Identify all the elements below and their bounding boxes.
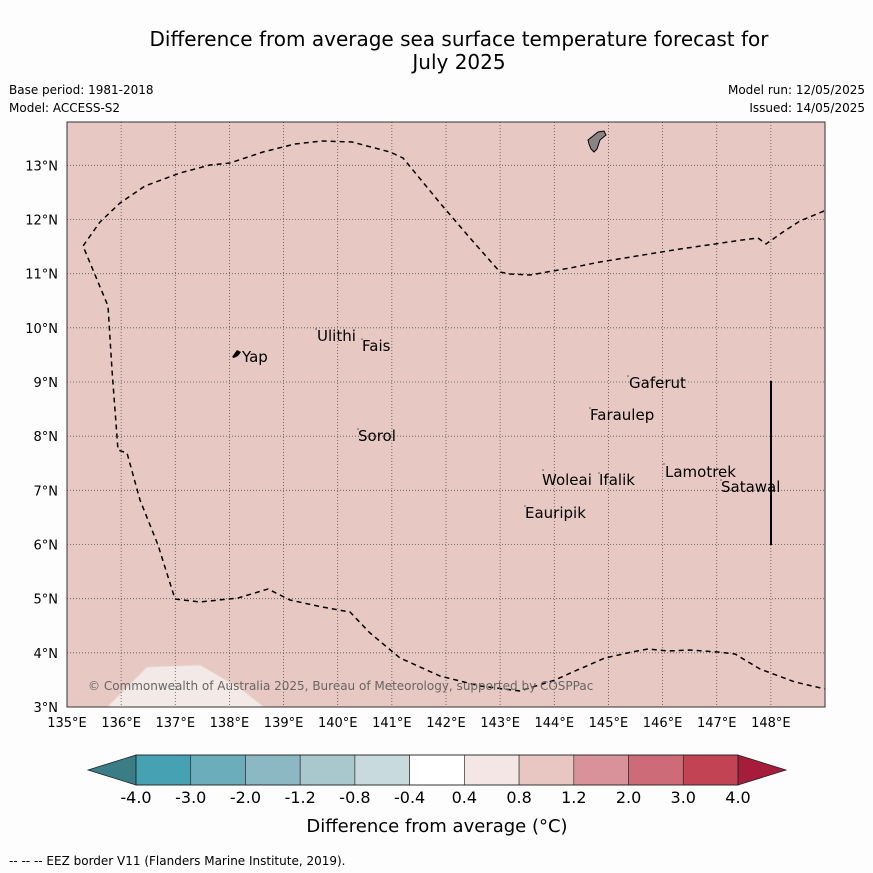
colorbar-segment [518, 754, 575, 786]
colorbar-segment [409, 754, 465, 786]
colorbar-tick-label: 3.0 [671, 788, 696, 807]
faraulep-marker [589, 407, 591, 409]
lat-tick-label: 12°N [25, 214, 58, 229]
atoll-markers [315, 328, 722, 507]
gaferut-marker [627, 375, 629, 377]
ulithi-marker [315, 328, 317, 330]
lat-tick-label: 13°N [25, 159, 58, 174]
colorbar-tick-label: -0.8 [339, 788, 370, 807]
lat-tick-label: 10°N [25, 322, 58, 337]
colorbar-segments [135, 754, 739, 786]
eez-footnote: -- -- -- EEZ border V11 (Flanders Marine… [9, 854, 346, 868]
colorbar-segment [299, 754, 356, 786]
lat-tick-label: 11°N [25, 268, 58, 283]
colorbar-tick-label: -2.0 [230, 788, 261, 807]
base-period-label: Base period: 1981-2018 [9, 83, 154, 97]
lat-tick-label: 7°N [34, 484, 59, 499]
colorbar-tick-label: -3.0 [175, 788, 206, 807]
place-label-eauripik: Eauripik [525, 504, 586, 522]
colorbar-frame [135, 754, 739, 786]
colorbar-segment [464, 754, 520, 786]
colorbar-title: Difference from average (°C) [306, 816, 567, 837]
lon-tick-label: 145°E [589, 716, 629, 731]
place-label-lamotrek: Lamotrek [665, 463, 736, 481]
lon-tick-label: 148°E [751, 716, 791, 731]
colorbar-tick-labels: -4.0 -3.0 -2.0 -1.2 -0.8 -0.4 0.4 0.8 1.2 2.0 3.0 4… [120, 788, 750, 807]
eauripik-marker [524, 505, 526, 507]
place-label-sorol: Sorol [358, 427, 396, 445]
issued-label: Issued: 14/05/2025 [749, 101, 865, 115]
lon-tick-label: 144°E [535, 716, 575, 731]
colorbar-segment [135, 754, 192, 786]
lamotrek-marker [663, 463, 665, 465]
colorbar-segment [245, 754, 301, 786]
lat-tick-label: 4°N [34, 647, 59, 662]
satawal-marker [720, 479, 722, 481]
lat-tick-label: 9°N [34, 376, 59, 391]
place-label-fais: Fais [362, 337, 391, 355]
place-label-ifalik: Ifalik [599, 471, 635, 489]
latitude-tick-labels: 3°N 4°N 5°N 6°N 7°N 8°N 9°N 10°N 11°N 12°N 13°N [25, 159, 58, 716]
title-line-2: July 2025 [412, 50, 506, 74]
colorbar-tick-label: -4.0 [120, 788, 151, 807]
lon-tick-label: 143°E [480, 716, 520, 731]
ifalik-marker [598, 472, 600, 474]
place-label-woleai: Woleai [542, 471, 592, 489]
lon-tick-label: 142°E [426, 716, 466, 731]
model-label: Model: ACCESS-S2 [9, 101, 121, 115]
lon-tick-label: 146°E [643, 716, 683, 731]
colorbar-tick-label: 1.2 [561, 788, 586, 807]
map-panel: Yap Ulithi Fais Gaferut Faraulep Sorol L… [66, 121, 826, 708]
map-title: Difference from average sea surface temp… [0, 28, 873, 74]
place-label-yap: Yap [241, 348, 268, 366]
place-label-ulithi: Ulithi [317, 327, 356, 345]
place-label-satawal: Satawal [721, 478, 780, 496]
colorbar-segment [628, 754, 684, 786]
place-label-faraulep: Faraulep [590, 406, 654, 424]
lon-tick-label: 140°E [318, 716, 358, 731]
colorbar-over-arrow [737, 754, 788, 786]
copyright-notice: © Commonwealth of Australia 2025, Bureau… [88, 679, 593, 693]
lat-tick-label: 6°N [34, 539, 59, 554]
lat-tick-label: 3°N [34, 701, 59, 716]
model-run-label: Model run: 12/05/2025 [727, 83, 865, 97]
colorbar-segment [190, 754, 246, 786]
lon-tick-label: 141°E [372, 716, 412, 731]
lon-tick-label: 147°E [697, 716, 737, 731]
map-frame [66, 121, 826, 708]
lon-tick-label: 135°E [47, 716, 87, 731]
colorbar-tick-label: 0.4 [452, 788, 477, 807]
place-label-gaferut: Gaferut [629, 374, 686, 392]
lon-tick-label: 136°E [101, 716, 141, 731]
colorbar-tick-label: 4.0 [725, 788, 750, 807]
colorbar-tick-label: -0.4 [394, 788, 425, 807]
colorbar-tick-label: 2.0 [616, 788, 641, 807]
sorol-marker [357, 428, 359, 430]
colorbar-segment [354, 754, 410, 786]
colorbar-segment [682, 754, 739, 786]
colorbar: -4.0 -3.0 -2.0 -1.2 -0.8 -0.4 0.4 0.8 1.2 2.0 3.0 4… [86, 754, 788, 837]
lon-tick-label: 139°E [264, 716, 304, 731]
yap-island [232, 350, 241, 358]
lon-tick-label: 138°E [210, 716, 250, 731]
graticule [67, 122, 825, 707]
woleai-marker [542, 469, 544, 471]
lon-tick-label: 137°E [156, 716, 196, 731]
eez-border-line [82, 140, 826, 692]
title-line-1: Difference from average sea surface temp… [149, 27, 769, 51]
colorbar-tick-label: 0.8 [506, 788, 531, 807]
guam-island [587, 130, 607, 153]
lat-tick-label: 8°N [34, 430, 59, 445]
lat-tick-label: 5°N [34, 593, 59, 608]
colorbar-tick-label: -1.2 [285, 788, 316, 807]
colorbar-under-arrow [86, 754, 137, 786]
colorbar-segment [573, 754, 629, 786]
fais-marker [361, 338, 363, 340]
longitude-tick-labels: 135°E 136°E 137°E 138°E 139°E 140°E 141°E 142°E… [47, 716, 790, 731]
